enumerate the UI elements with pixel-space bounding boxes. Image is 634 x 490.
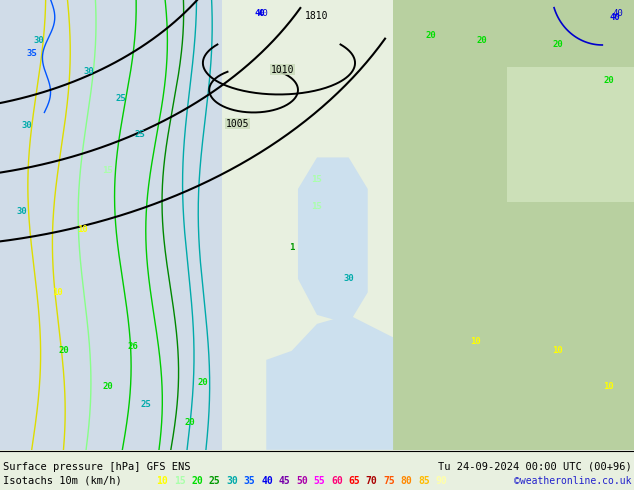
Text: 60: 60 [331, 476, 343, 486]
Text: 30: 30 [17, 207, 27, 216]
Text: 30: 30 [34, 36, 44, 45]
Text: 15: 15 [174, 476, 186, 486]
Text: 10: 10 [470, 337, 481, 346]
Text: Isotachs 10m (km/h): Isotachs 10m (km/h) [3, 476, 121, 486]
Text: 40: 40 [258, 9, 268, 18]
Text: 20: 20 [604, 76, 614, 85]
Text: 40: 40 [610, 14, 620, 23]
Text: 20: 20 [426, 31, 436, 41]
Text: 30: 30 [22, 122, 32, 130]
Text: 35: 35 [27, 49, 37, 58]
Text: 15: 15 [312, 175, 322, 184]
Text: 10: 10 [52, 288, 62, 297]
Text: 26: 26 [128, 342, 138, 351]
Polygon shape [0, 0, 222, 450]
Text: 20: 20 [191, 476, 204, 486]
Text: 25: 25 [141, 400, 151, 409]
Text: 1005: 1005 [226, 119, 250, 129]
Text: 10: 10 [157, 476, 169, 486]
Text: Tu 24-09-2024 00:00 UTC (00+96): Tu 24-09-2024 00:00 UTC (00+96) [437, 462, 631, 472]
Polygon shape [393, 0, 634, 450]
Text: 1810: 1810 [305, 11, 329, 21]
Text: 70: 70 [366, 476, 378, 486]
Text: ©weatheronline.co.uk: ©weatheronline.co.uk [514, 476, 631, 486]
Text: 30: 30 [84, 68, 94, 76]
Polygon shape [507, 68, 634, 202]
Text: 65: 65 [349, 476, 360, 486]
Text: Surface pressure [hPa] GFS ENS: Surface pressure [hPa] GFS ENS [3, 462, 190, 472]
Text: 15: 15 [312, 202, 322, 211]
Text: 25: 25 [115, 95, 126, 103]
Text: 20: 20 [477, 36, 487, 45]
Text: 1010: 1010 [270, 65, 294, 74]
Text: 45: 45 [279, 476, 290, 486]
Text: 10: 10 [604, 382, 614, 392]
Polygon shape [0, 0, 127, 113]
Text: 85: 85 [418, 476, 430, 486]
Text: 30: 30 [344, 274, 354, 283]
Text: 10: 10 [553, 346, 563, 355]
Text: 15: 15 [103, 167, 113, 175]
Text: 20: 20 [553, 41, 563, 49]
Text: 40: 40 [613, 9, 623, 18]
Polygon shape [298, 157, 368, 324]
Text: 20: 20 [198, 378, 208, 387]
Text: 20: 20 [58, 346, 68, 355]
Text: 90: 90 [436, 476, 448, 486]
Text: 55: 55 [313, 476, 325, 486]
Text: 35: 35 [243, 476, 256, 486]
Text: 25: 25 [209, 476, 221, 486]
Text: 75: 75 [383, 476, 395, 486]
Text: 40: 40 [255, 9, 265, 18]
Text: 10: 10 [77, 225, 87, 234]
Text: 25: 25 [134, 130, 145, 140]
Text: 40: 40 [261, 476, 273, 486]
Text: 50: 50 [296, 476, 308, 486]
Text: 1: 1 [289, 243, 294, 252]
Text: 30: 30 [226, 476, 238, 486]
Polygon shape [266, 315, 393, 450]
Text: 20: 20 [103, 382, 113, 392]
Text: 20: 20 [185, 418, 195, 427]
Text: 80: 80 [401, 476, 413, 486]
